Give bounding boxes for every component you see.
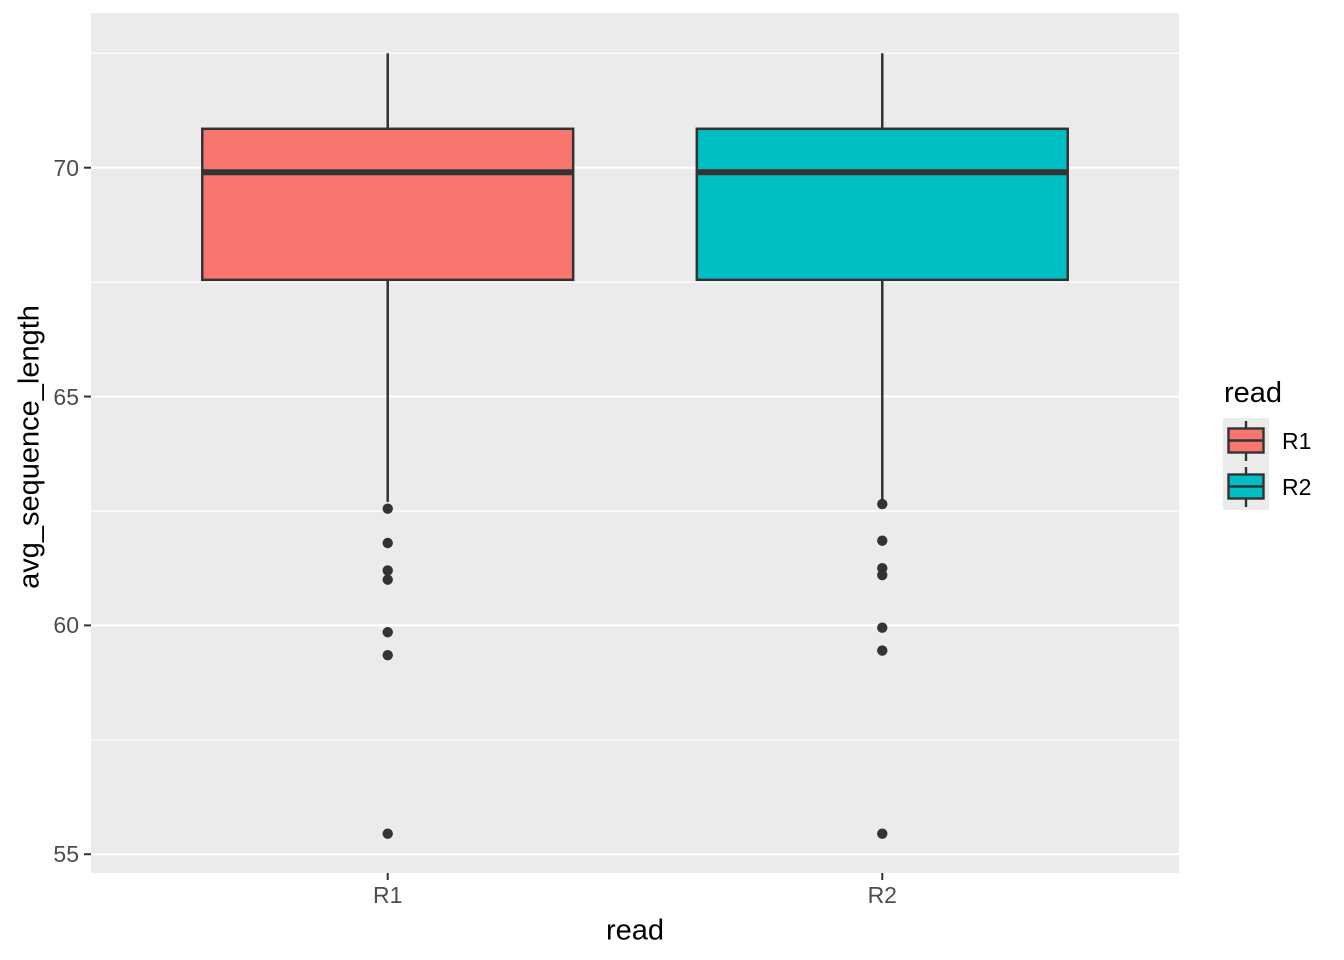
legend-entry-r1: R1 bbox=[1223, 418, 1311, 464]
legend-entry-r2: R2 bbox=[1223, 464, 1311, 510]
outlier-point-r1 bbox=[382, 627, 393, 638]
outlier-point-r2 bbox=[877, 569, 888, 581]
outlier-point-r1 bbox=[382, 828, 393, 839]
x-tick-label: R2 bbox=[867, 882, 897, 908]
y-tick-label: 55 bbox=[53, 841, 79, 868]
legend-key-r2 bbox=[1223, 464, 1269, 510]
outlier-point-r2 bbox=[877, 622, 888, 633]
boxplot-key-glyph bbox=[1227, 421, 1265, 461]
x-axis-title: read bbox=[605, 914, 665, 947]
outlier-point-r2 bbox=[877, 828, 888, 839]
box-r2 bbox=[695, 127, 1069, 282]
y-tick-label: 60 bbox=[53, 612, 79, 639]
boxplot-key-glyph bbox=[1227, 467, 1265, 507]
legend-title: read bbox=[1224, 377, 1283, 409]
legend: read R1 R2 bbox=[1223, 377, 1311, 510]
outlier-point-r1 bbox=[382, 537, 393, 549]
x-tick-label: R1 bbox=[373, 882, 403, 908]
outlier-point-r1 bbox=[382, 649, 393, 661]
outlier-point-r2 bbox=[877, 535, 888, 546]
legend-key-r1 bbox=[1223, 418, 1269, 464]
outlier-point-r1 bbox=[382, 574, 393, 585]
legend-keys: R1 R2 bbox=[1223, 418, 1311, 510]
outlier-point-r2 bbox=[877, 498, 888, 510]
box-r1 bbox=[201, 127, 575, 282]
outlier-point-r1 bbox=[382, 565, 393, 576]
legend-label: R2 bbox=[1282, 473, 1312, 500]
outlier-point-r1 bbox=[382, 503, 393, 514]
y-tick-label: 70 bbox=[53, 154, 79, 181]
legend-label: R1 bbox=[1282, 427, 1312, 454]
outlier-point-r2 bbox=[877, 645, 888, 656]
y-axis-title: avg_sequence_length bbox=[13, 305, 46, 589]
y-tick-label: 65 bbox=[53, 383, 79, 410]
